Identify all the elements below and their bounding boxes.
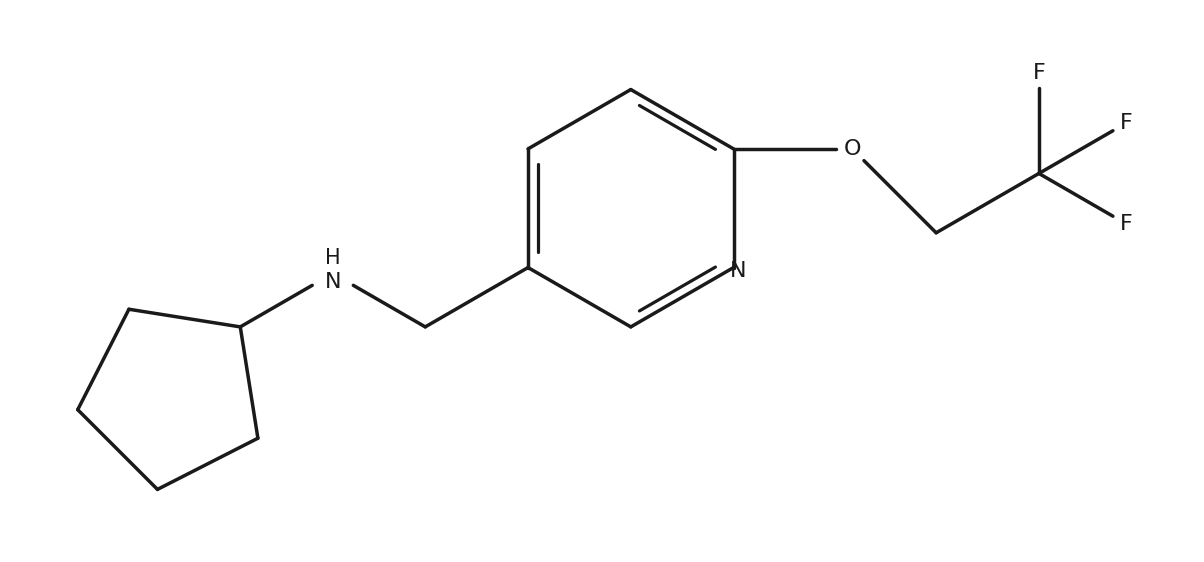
Text: H: H (325, 248, 341, 268)
Text: N: N (730, 261, 746, 281)
Text: F: F (1120, 113, 1133, 133)
Text: N: N (325, 272, 341, 292)
Text: O: O (844, 139, 861, 159)
Text: F: F (1120, 214, 1133, 234)
Text: F: F (1033, 62, 1045, 83)
